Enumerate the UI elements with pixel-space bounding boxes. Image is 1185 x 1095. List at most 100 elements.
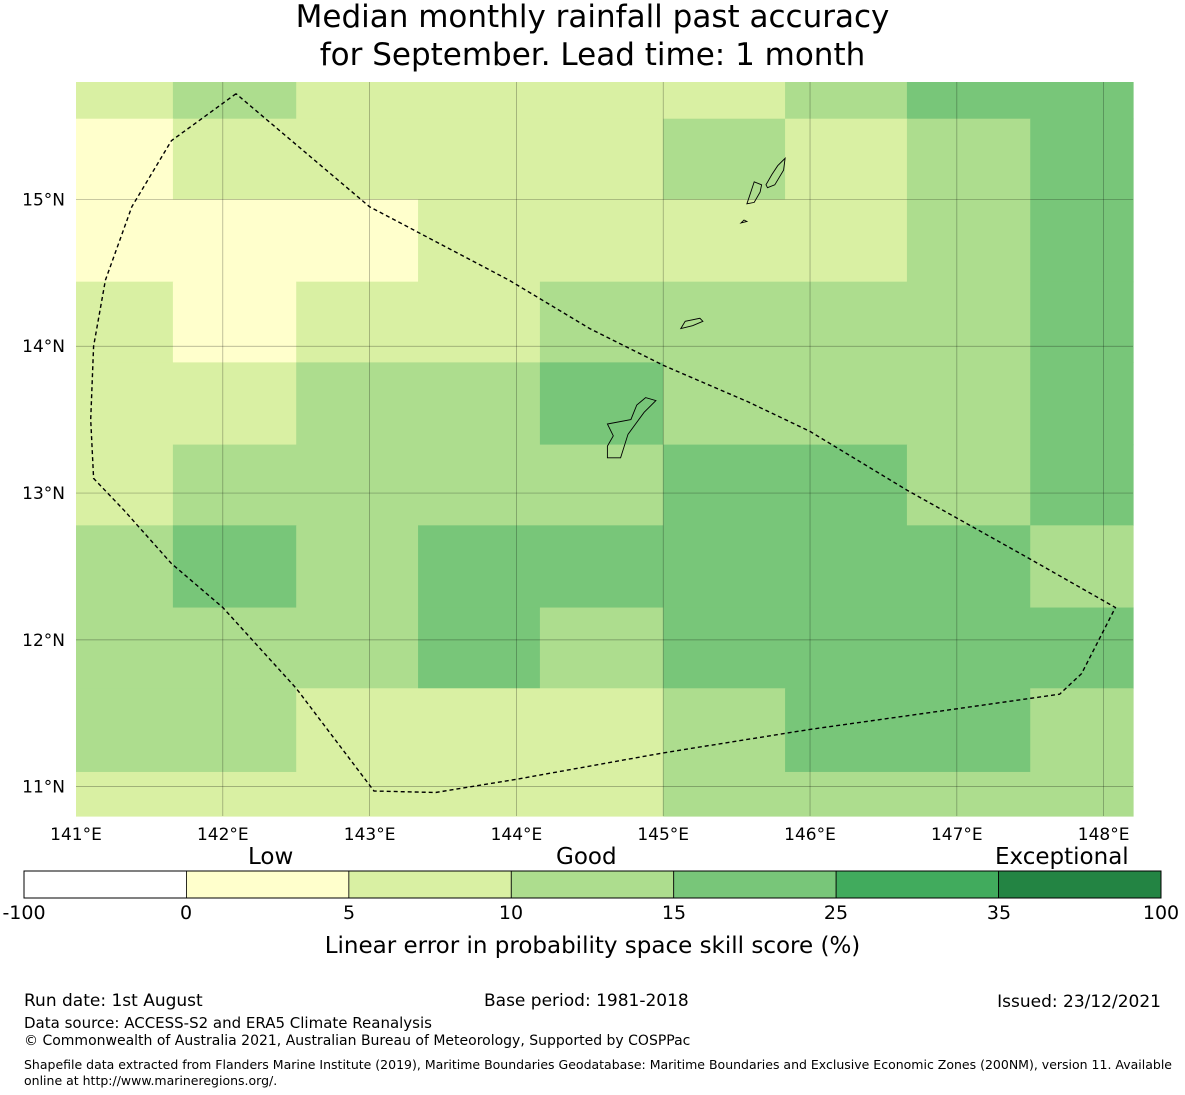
colorbar-segment [835, 870, 999, 899]
skill-grid [76, 82, 1134, 817]
colorbar-tick: 10 [498, 902, 524, 924]
skill-cell [539, 362, 664, 446]
skill-cell [76, 771, 664, 817]
longitude-label: 142°E [197, 825, 249, 845]
island-outline [606, 397, 657, 459]
colorbar-frame [23, 870, 1162, 899]
colorbar [23, 870, 1162, 899]
colorbar-segment [348, 870, 512, 899]
skill-cell [76, 688, 297, 773]
longitude-labels: 141°E 142°E 143°E 144°E 145°E 146°E 147°E 148°E [50, 825, 1129, 845]
colorbar-category-good: Good [556, 844, 617, 870]
skill-cell [296, 525, 419, 609]
skill-cell [906, 444, 1031, 526]
skill-cell [296, 281, 541, 363]
colorbar-segment [186, 870, 350, 899]
skill-cell [785, 688, 1031, 773]
island-coastlines [606, 157, 786, 459]
skill-cell [418, 199, 908, 283]
copyright: © Commonwealth of Australia 2021, Austra… [24, 1033, 691, 1049]
skill-cell [785, 82, 908, 120]
skill-cell [172, 525, 297, 609]
colorbar-tick: 0 [179, 902, 193, 924]
eez-line [89, 93, 1117, 794]
colorbar-segment [23, 870, 187, 899]
skill-cell [76, 607, 419, 689]
skill-cell [1030, 362, 1134, 446]
skill-cell [172, 118, 664, 201]
skill-cell [418, 607, 541, 689]
longitude-label: 146°E [784, 825, 836, 845]
latitude-label: 13°N [22, 484, 65, 504]
skill-cell [76, 82, 174, 120]
skill-cell [418, 525, 1031, 609]
latitude-label: 12°N [22, 631, 65, 651]
colorbar-title: Linear error in probability space skill … [324, 933, 861, 959]
colorbar-category-exceptional: Exceptional [995, 844, 1129, 870]
skill-cell [663, 607, 1134, 689]
skill-cell [1030, 199, 1134, 283]
skill-cell [663, 118, 786, 201]
island-outline [746, 181, 763, 205]
latitude-label: 11°N [22, 778, 65, 798]
island-outline [739, 219, 749, 224]
latitude-label: 14°N [22, 337, 65, 357]
skill-cell [296, 82, 664, 120]
skill-cell [1030, 688, 1134, 773]
colorbar-tick: 5 [342, 902, 356, 924]
colorbar-tick: -100 [2, 902, 46, 924]
skill-cell [906, 82, 1134, 120]
map-title-line-1: Median monthly rainfall past accuracy [295, 0, 890, 35]
shapefile-credit: Shapefile data extracted from Flanders M… [24, 1057, 1172, 1088]
skill-cell [663, 362, 1031, 446]
skill-cell [663, 771, 1134, 817]
skill-cell [663, 444, 908, 526]
colorbar-tick: 25 [823, 902, 849, 924]
skill-cell [172, 82, 297, 120]
skill-cell [906, 199, 1031, 283]
eez-boundary [89, 93, 1117, 794]
colorbar-tick: 15 [661, 902, 687, 924]
longitude-label: 144°E [491, 825, 543, 845]
colorbar-tick: 100 [1142, 902, 1180, 924]
base-period: Base period: 1981-2018 [484, 991, 689, 1011]
longitude-label: 141°E [50, 825, 102, 845]
longitude-label: 148°E [1078, 825, 1130, 845]
latitude-labels: 15°N 14°N 13°N 12°N 11°N [22, 190, 65, 797]
colorbar-category-low: Low [248, 844, 294, 870]
longitude-label: 147°E [931, 825, 983, 845]
colorbar-segment [998, 870, 1162, 899]
skill-cell [1030, 281, 1134, 363]
skill-cell [1030, 118, 1134, 201]
skill-cell [76, 118, 174, 201]
data-source: Data source: ACCESS-S2 and ERA5 Climate … [24, 1014, 432, 1032]
skill-cell [76, 362, 297, 446]
longitude-label: 145°E [637, 825, 689, 845]
skill-cell [76, 281, 174, 363]
skill-cell [906, 118, 1031, 201]
colorbar-tick: 35 [986, 902, 1012, 924]
issued-date: Issued: 23/12/2021 [997, 992, 1161, 1012]
longitude-label: 143°E [344, 825, 396, 845]
skill-cell [539, 607, 664, 689]
skill-cell [296, 362, 541, 446]
skill-cell [785, 118, 908, 201]
skill-cell [172, 281, 297, 363]
skill-cell [296, 688, 664, 773]
skill-cell [76, 525, 174, 609]
map-title-line-2: for September. Lead time: 1 month [319, 37, 866, 73]
skill-cell [172, 444, 664, 526]
graticule [76, 82, 1133, 816]
skill-cell [663, 82, 786, 120]
skill-cell [1030, 525, 1134, 609]
run-date: Run date: 1st August [24, 991, 203, 1011]
skill-cell [663, 688, 786, 773]
skill-cell [76, 199, 419, 283]
skill-cell [76, 444, 174, 526]
colorbar-segment [510, 870, 675, 899]
latitude-label: 15°N [22, 190, 65, 210]
island-outline [765, 157, 786, 189]
skill-cell [1030, 444, 1134, 526]
skill-cell [539, 281, 1031, 363]
